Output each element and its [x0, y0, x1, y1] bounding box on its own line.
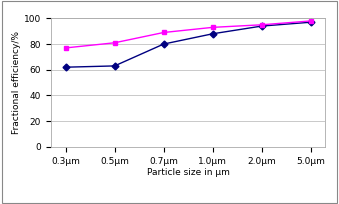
F7 — [162, 43, 166, 45]
H10 — [113, 42, 117, 44]
X-axis label: Particle size in μm: Particle size in μm — [147, 168, 230, 177]
H10 — [211, 26, 215, 29]
F7 — [260, 25, 264, 27]
H10 — [63, 47, 67, 49]
Y-axis label: Fractional efficiency/%: Fractional efficiency/% — [12, 31, 21, 134]
F7 — [113, 65, 117, 67]
F7 — [63, 66, 67, 68]
H10 — [309, 20, 313, 22]
Line: F7: F7 — [63, 20, 313, 70]
H10 — [162, 31, 166, 34]
Line: H10: H10 — [63, 19, 313, 50]
H10 — [260, 24, 264, 26]
F7 — [309, 21, 313, 23]
F7 — [211, 33, 215, 35]
